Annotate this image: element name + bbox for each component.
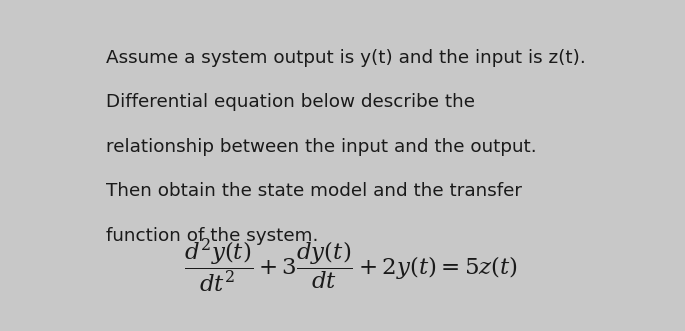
Text: Differential equation below describe the: Differential equation below describe the <box>105 93 475 111</box>
Text: function of the system.: function of the system. <box>105 227 318 245</box>
Text: Then obtain the state model and the transfer: Then obtain the state model and the tran… <box>105 182 522 201</box>
Text: $\dfrac{d^2y(t)}{dt^2}+3\dfrac{dy(t)}{dt}+2y(t)=5z(t)$: $\dfrac{d^2y(t)}{dt^2}+3\dfrac{dy(t)}{dt… <box>184 237 518 294</box>
Text: relationship between the input and the output.: relationship between the input and the o… <box>105 138 536 156</box>
Text: Assume a system output is y(t) and the input is z(t).: Assume a system output is y(t) and the i… <box>105 49 586 67</box>
